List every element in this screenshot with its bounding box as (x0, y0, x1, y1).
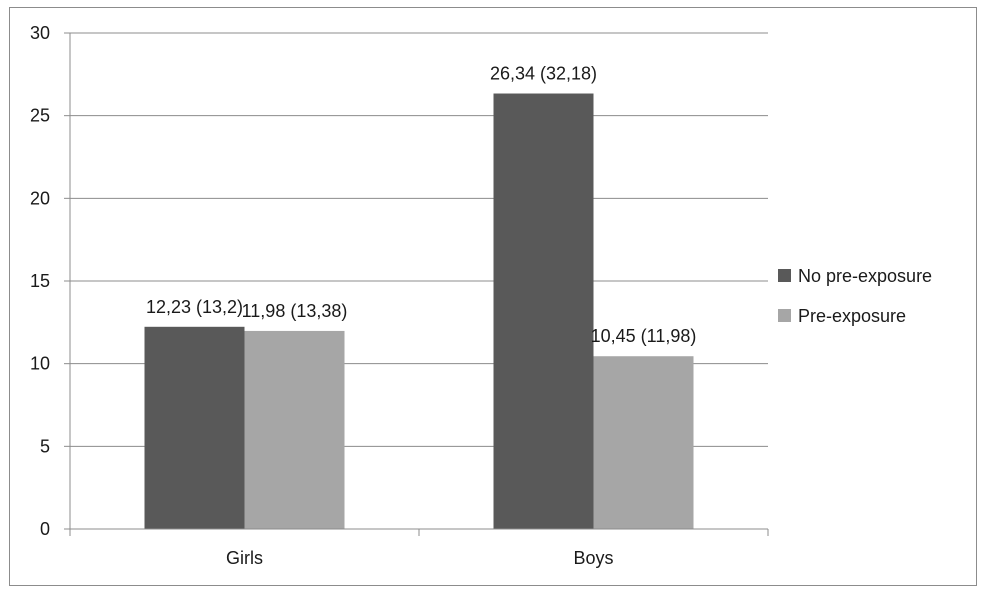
data-label: 10,45 (11,98) (591, 326, 697, 346)
bar (593, 356, 694, 529)
bar (493, 93, 594, 530)
y-tick-label: 5 (40, 436, 50, 456)
data-labels: 12,23 (13,2)11,98 (13,38) 26,34 (32,18) 10… (146, 64, 696, 347)
legend-swatch (778, 269, 791, 282)
x-tick-label: Boys (573, 548, 613, 568)
legend-swatch (778, 309, 791, 322)
bar (244, 330, 345, 529)
x-tick-labels: Girls Boys (226, 548, 614, 568)
data-label: 26,34 (32,18) (490, 64, 597, 84)
legend-label: Pre-exposure (798, 306, 906, 326)
data-label: 11,98 (13,38) (242, 301, 348, 321)
y-tick-label: 25 (30, 106, 50, 126)
y-tick-label: 10 (30, 354, 50, 374)
legend: No pre-exposure Pre-exposure (778, 266, 932, 326)
y-tick-label: 30 (30, 23, 50, 43)
legend-label: No pre-exposure (798, 266, 932, 286)
y-tick-labels: 0 5 10 15 20 25 30 (30, 23, 50, 539)
y-tick-label: 15 (30, 271, 50, 291)
y-tick-label: 0 (40, 519, 50, 539)
data-label: 12,23 (13,2) (146, 297, 243, 317)
y-tick-label: 20 (30, 188, 50, 208)
x-tick-label: Girls (226, 548, 263, 568)
bars (144, 93, 694, 530)
bar (144, 326, 245, 529)
axes (64, 32, 769, 536)
